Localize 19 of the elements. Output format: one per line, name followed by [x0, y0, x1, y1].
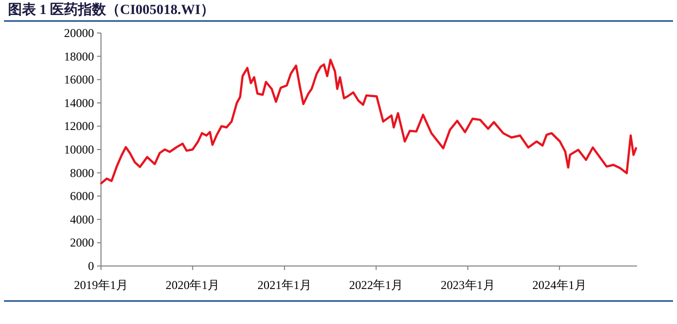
- y-tick-label: 8000: [70, 166, 94, 180]
- y-tick-label: 0: [88, 259, 94, 273]
- x-tick-label: 2022年1月: [349, 278, 404, 292]
- x-tick-label: 2021年1月: [258, 278, 312, 292]
- line-series: [100, 58, 638, 184]
- y-tick-label: 20000: [64, 26, 94, 40]
- y-tick-label: 12000: [64, 119, 94, 134]
- y-tick-label: 10000: [64, 142, 94, 156]
- y-tick-label: 16000: [64, 72, 94, 87]
- y-tick-label: 4000: [70, 212, 94, 226]
- y-tick-label: 14000: [64, 96, 94, 110]
- x-tick-label: 2020年1月: [166, 278, 220, 292]
- y-tick-label: 18000: [64, 49, 94, 64]
- x-tick-label: 2019年1月: [74, 278, 128, 292]
- chart-title: 图表 1 医药指数（CI005018.WI）: [8, 2, 215, 18]
- y-tick-label: 2000: [70, 236, 94, 250]
- x-tick-label: 2024年1月: [532, 278, 586, 292]
- y-tick-label: 6000: [70, 189, 94, 204]
- x-tick-label: 2023年1月: [440, 278, 495, 292]
